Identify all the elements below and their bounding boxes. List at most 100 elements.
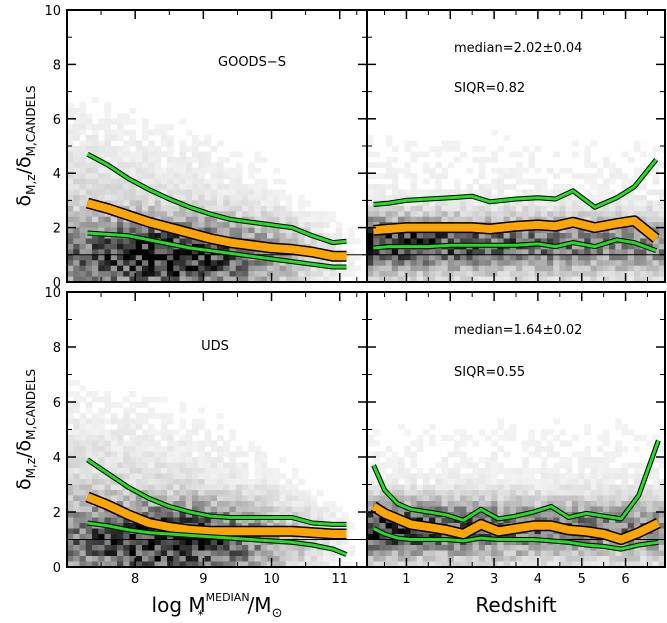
density-cell	[441, 249, 449, 256]
density-cell	[192, 249, 199, 256]
density-cell	[497, 233, 504, 239]
density-cell	[528, 561, 536, 567]
density-cell	[310, 501, 318, 507]
density-cell	[404, 501, 411, 507]
density-cell	[117, 556, 124, 562]
density-cell	[160, 233, 168, 239]
density-cell	[584, 545, 591, 551]
density-cell	[85, 451, 93, 458]
density-cell	[92, 184, 99, 190]
density-cell	[73, 194, 80, 201]
density-cell	[304, 200, 312, 207]
density-cell	[391, 178, 399, 185]
density-cell	[509, 468, 517, 474]
density-cell	[210, 260, 218, 267]
density-cell	[254, 156, 262, 163]
density-cell	[67, 233, 74, 239]
density-cell	[167, 189, 174, 196]
density-cell	[260, 506, 268, 513]
density-cell	[528, 189, 536, 196]
density-cell	[192, 276, 199, 282]
density-cell	[179, 156, 187, 163]
density-cell	[79, 249, 87, 256]
density-cell	[522, 495, 529, 502]
density-cell	[435, 260, 442, 267]
density-cell	[509, 167, 517, 174]
density-cell	[329, 260, 337, 267]
density-cell	[292, 211, 299, 218]
density-cell	[633, 227, 641, 234]
density-cell	[658, 539, 665, 546]
density-cell	[391, 545, 399, 551]
density-cell	[142, 484, 149, 491]
density-cell	[367, 151, 374, 158]
density-cell	[571, 205, 579, 212]
density-cell	[621, 446, 629, 452]
density-cell	[640, 556, 647, 562]
density-cell	[92, 418, 99, 425]
density-cell	[67, 539, 74, 546]
density-cell	[516, 501, 523, 507]
density-cell	[652, 528, 660, 535]
density-cell	[67, 200, 74, 207]
density-cell	[273, 556, 280, 562]
density-cell	[627, 211, 635, 218]
density-cell	[391, 265, 399, 272]
density-cell	[435, 506, 442, 513]
density-cell	[516, 534, 523, 540]
density-cell	[534, 265, 542, 272]
density-cell	[379, 517, 387, 524]
density-cell	[317, 222, 324, 228]
density-cell	[367, 479, 374, 485]
density-cell	[466, 473, 473, 480]
density-cell	[516, 556, 523, 562]
density-cell	[422, 205, 430, 212]
density-cell	[273, 512, 280, 518]
density-cell	[179, 490, 187, 496]
density-cell	[235, 550, 243, 557]
density-cell	[254, 211, 262, 218]
density-cell	[422, 260, 430, 267]
density-cell	[135, 561, 143, 567]
density-cell	[267, 490, 274, 496]
density-cell	[640, 517, 647, 524]
density-cell	[410, 140, 418, 147]
density-cell	[646, 265, 653, 272]
density-cell	[565, 479, 573, 485]
density-cell	[633, 140, 641, 147]
density-cell	[142, 167, 149, 174]
density-cell	[304, 561, 312, 567]
density-cell	[129, 243, 137, 250]
density-cell	[627, 254, 635, 261]
density-cell	[92, 440, 99, 447]
density-cell	[429, 473, 436, 480]
density-cell	[104, 254, 112, 261]
density-cell	[148, 249, 155, 256]
density-cell	[217, 413, 224, 419]
density-cell	[509, 545, 517, 551]
density-cell	[104, 189, 112, 196]
density-cell	[123, 271, 130, 277]
density-cell	[540, 178, 548, 185]
density-cell	[658, 200, 665, 207]
density-cell	[615, 446, 622, 452]
density-cell	[373, 512, 380, 518]
density-cell	[123, 424, 130, 430]
density-cell	[185, 194, 193, 201]
density-cell	[447, 260, 455, 267]
density-cell	[310, 512, 318, 518]
density-cell	[348, 254, 355, 261]
density-cell	[621, 501, 629, 507]
density-cell	[154, 124, 162, 131]
density-cell	[254, 468, 262, 474]
density-cell	[578, 457, 585, 463]
density-cell	[503, 173, 511, 180]
density-cell	[85, 178, 93, 185]
density-cell	[627, 271, 635, 277]
density-cell	[348, 227, 355, 234]
density-cell	[602, 473, 610, 480]
density-cell	[602, 440, 610, 447]
density-cell	[198, 451, 205, 458]
density-cell	[104, 178, 112, 185]
